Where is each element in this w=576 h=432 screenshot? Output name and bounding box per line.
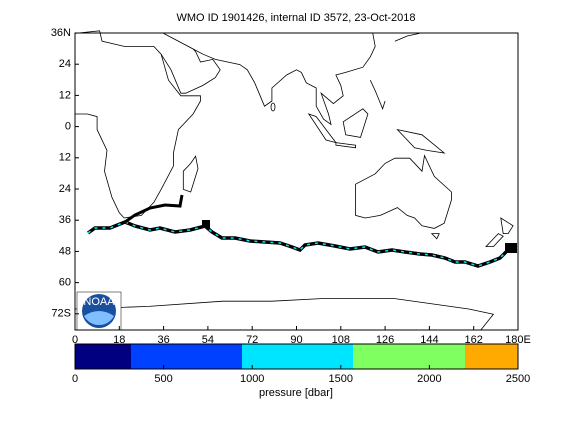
track-points — [87, 221, 516, 267]
madagascar — [182, 155, 199, 193]
colorbar: pressure [dbar] — [74, 343, 519, 399]
colorbar-tick-label: 1500 — [329, 373, 353, 385]
arabia — [160, 33, 221, 94]
track-cluster — [505, 243, 517, 253]
colorbar-segment — [75, 344, 131, 369]
new-guinea — [396, 128, 446, 154]
float-track — [86, 194, 517, 268]
logo-wave — [84, 311, 114, 325]
coastlines — [74, 30, 514, 331]
africa — [74, 30, 201, 219]
lon-label: 54 — [202, 334, 214, 346]
lon-label: 72 — [246, 334, 258, 346]
philippines — [369, 80, 386, 110]
colorbar-segment — [131, 344, 242, 369]
track-branch — [124, 194, 184, 224]
lat-label: 72S — [51, 308, 71, 320]
japan — [394, 33, 420, 42]
noaa-logo: NOAA — [76, 291, 122, 331]
colorbar-segment — [465, 344, 518, 369]
java — [335, 142, 357, 149]
colorbar-segment — [353, 344, 465, 369]
lon-label: 144 — [420, 334, 438, 346]
lat-label: 24 — [59, 183, 71, 195]
sri-lanka — [270, 102, 276, 112]
new-zealand-north — [500, 217, 514, 235]
colorbar-tick-label: 2500 — [506, 373, 530, 385]
lon-label: 108 — [332, 334, 350, 346]
tasmania — [430, 233, 440, 240]
lon-label: 18 — [113, 334, 125, 346]
lon-label: 36 — [157, 334, 169, 346]
colorbar-tick-label: 500 — [154, 373, 172, 385]
lat-label: 60 — [59, 277, 71, 289]
title: WMO ID 1901426, internal ID 3572, 23-Oct… — [176, 12, 415, 24]
lat-label: 36 — [59, 214, 71, 226]
lon-label: 90 — [290, 334, 302, 346]
lon-label: 162 — [465, 334, 483, 346]
colorbar-frame — [74, 343, 519, 370]
new-zealand-south — [485, 233, 504, 248]
lat-label: 36N — [51, 27, 71, 39]
lon-label: 126 — [376, 334, 394, 346]
lat-label: 24 — [59, 58, 71, 70]
lat-label: 0 — [65, 121, 71, 133]
colorbar-segment — [242, 344, 353, 369]
australia — [355, 154, 452, 229]
antarctica — [74, 298, 495, 331]
colorbar-label: pressure [dbar] — [259, 387, 333, 399]
colorbar-tick-label: 1000 — [240, 373, 264, 385]
borneo — [342, 108, 369, 138]
colorbar-tick-label: 2000 — [417, 373, 441, 385]
track-cluster — [202, 220, 210, 228]
lon-label: 180E — [505, 334, 531, 346]
asia — [192, 33, 376, 126]
lat-label: 12 — [59, 152, 71, 164]
lon-label: 0 — [72, 334, 78, 346]
lat-label: 48 — [59, 245, 71, 257]
logo-text: NOAA — [83, 296, 115, 308]
colorbar-tick-label: 0 — [72, 373, 78, 385]
lat-label: 12 — [59, 89, 71, 101]
